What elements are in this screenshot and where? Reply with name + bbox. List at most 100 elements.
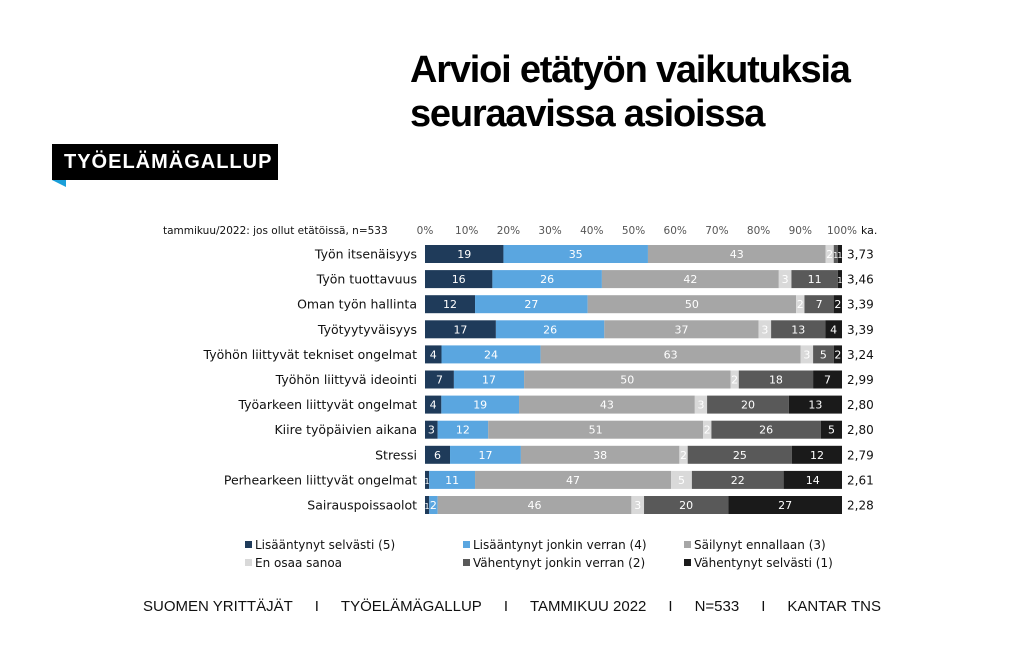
bar-segment bbox=[644, 496, 729, 514]
x-tick-label: 60% bbox=[664, 225, 687, 237]
legend-swatch bbox=[245, 541, 252, 548]
bar-segment bbox=[707, 395, 789, 414]
bar-value-label: 14 bbox=[806, 474, 820, 487]
bar-value-label: 43 bbox=[600, 399, 614, 412]
bar-segment bbox=[441, 345, 541, 364]
bar-value-label: 2 bbox=[430, 499, 437, 512]
tyoelamagallup-logo: TYÖELÄMÄGALLUP bbox=[52, 144, 278, 180]
average-value: 2,28 bbox=[847, 499, 874, 513]
bar-segment bbox=[711, 420, 821, 439]
bar-segment bbox=[503, 245, 648, 263]
bar-segment bbox=[738, 370, 814, 389]
bar-value-label: 1 bbox=[833, 251, 838, 260]
average-value: 2,99 bbox=[847, 373, 874, 387]
bar-segment bbox=[825, 320, 842, 339]
bar-value-label: 12 bbox=[810, 449, 824, 462]
bar-segment bbox=[703, 420, 712, 439]
bar-segment bbox=[450, 445, 521, 464]
bar-segment bbox=[833, 345, 842, 364]
bar-segment bbox=[833, 245, 838, 263]
bar-value-label: 27 bbox=[778, 499, 792, 512]
bar-segment bbox=[833, 295, 842, 314]
bar-value-label: 20 bbox=[679, 499, 693, 512]
bar-value-label: 11 bbox=[445, 474, 459, 487]
bar-segment bbox=[425, 470, 430, 489]
bar-value-label: 16 bbox=[452, 273, 466, 286]
category-label: Sairauspoissaolot bbox=[307, 498, 417, 513]
bar-value-label: 12 bbox=[456, 424, 470, 437]
bar-segment bbox=[604, 320, 759, 339]
bar-segment bbox=[778, 270, 792, 289]
bar-value-label: 63 bbox=[664, 348, 678, 361]
category-label: Kiire työpäivien aikana bbox=[274, 422, 417, 437]
bar-value-label: 7 bbox=[816, 298, 823, 311]
average-value: 2,79 bbox=[847, 448, 874, 462]
category-label: Työtyytyväisyys bbox=[317, 322, 417, 337]
bar-value-label: 2 bbox=[826, 248, 833, 261]
bar-segment bbox=[425, 295, 476, 314]
bar-segment bbox=[475, 470, 672, 489]
bar-value-label: 1 bbox=[425, 502, 430, 511]
bar-value-label: 26 bbox=[540, 273, 554, 286]
bar-segment bbox=[425, 445, 451, 464]
stacked-bar-chart: tammikuu/2022: jos ollut etätöissä, n=53… bbox=[163, 224, 877, 570]
bar-value-label: 5 bbox=[828, 424, 835, 437]
x-tick-label: 40% bbox=[580, 225, 603, 237]
bar-value-label: 4 bbox=[830, 323, 837, 336]
bar-segment bbox=[800, 345, 814, 364]
bar-value-label: 17 bbox=[478, 449, 492, 462]
bar-segment bbox=[429, 496, 438, 514]
bar-value-label: 7 bbox=[436, 374, 443, 387]
bar-value-label: 37 bbox=[674, 323, 688, 336]
footer: SUOMEN YRITTÄJÄT I TYÖELÄMÄGALLUP I TAMM… bbox=[143, 598, 883, 615]
bar-value-label: 2 bbox=[797, 298, 804, 311]
bar-value-label: 46 bbox=[528, 499, 542, 512]
bar-segment bbox=[425, 345, 442, 364]
bar-segment bbox=[728, 496, 842, 514]
x-tick-label: 70% bbox=[705, 225, 728, 237]
bar-segment bbox=[783, 470, 842, 489]
category-label: Perhearkeen liittyvät ongelmat bbox=[224, 472, 417, 487]
bar-segment bbox=[687, 445, 792, 464]
bar-value-label: 5 bbox=[678, 474, 685, 487]
bar-value-label: 50 bbox=[620, 374, 634, 387]
bar-segment bbox=[488, 420, 703, 439]
bar-value-label: 2 bbox=[680, 449, 687, 462]
bar-segment bbox=[771, 320, 826, 339]
x-tick-label: 30% bbox=[538, 225, 561, 237]
bar-value-label: 11 bbox=[808, 273, 822, 286]
bar-value-label: 3 bbox=[697, 399, 704, 412]
bar-segment bbox=[679, 445, 688, 464]
bar-value-label: 5 bbox=[820, 348, 827, 361]
bar-value-label: 4 bbox=[430, 348, 437, 361]
bar-segment bbox=[813, 345, 834, 364]
category-label: Oman työn hallinta bbox=[297, 297, 417, 312]
footer-separator: I bbox=[668, 598, 673, 615]
legend-label: Vähentynyt selvästi (1) bbox=[694, 556, 833, 570]
bar-value-label: 2 bbox=[834, 298, 841, 311]
x-tick-label: 90% bbox=[789, 225, 812, 237]
bar-segment bbox=[647, 245, 826, 263]
x-tick-label: 100% bbox=[827, 225, 857, 237]
bar-value-label: 43 bbox=[730, 248, 744, 261]
bar-segment bbox=[791, 445, 842, 464]
bar-value-label: 35 bbox=[569, 248, 583, 261]
footer-separator: I bbox=[503, 598, 508, 615]
category-label: Työn itsenäisyys bbox=[314, 247, 417, 262]
bar-segment bbox=[796, 295, 805, 314]
footer-item-kantar-tns: KANTAR TNS bbox=[787, 598, 882, 615]
bar-segment bbox=[788, 395, 842, 414]
bar-segment bbox=[691, 470, 784, 489]
bar-segment bbox=[425, 395, 442, 414]
x-tick-label: 0% bbox=[417, 225, 434, 237]
legend-swatch bbox=[245, 559, 252, 566]
bar-segment bbox=[820, 420, 842, 439]
legend-label: Säilynyt ennallaan (3) bbox=[694, 538, 826, 552]
legend-swatch bbox=[684, 559, 691, 566]
bar-value-label: 26 bbox=[759, 424, 773, 437]
bar-value-label: 2 bbox=[731, 374, 738, 387]
legend-label: Lisääntynyt selvästi (5) bbox=[255, 538, 395, 552]
bar-value-label: 19 bbox=[457, 248, 471, 261]
x-tick-label: 80% bbox=[747, 225, 770, 237]
bar-segment bbox=[631, 496, 645, 514]
